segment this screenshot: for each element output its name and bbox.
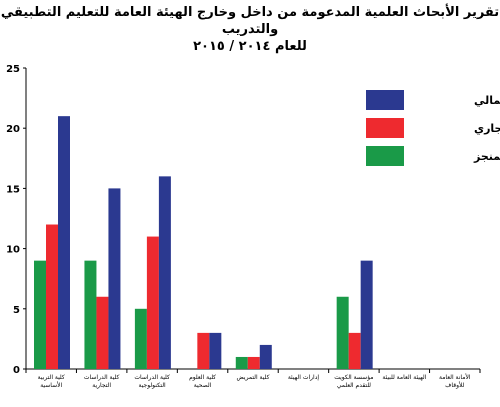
bar: [247, 356, 260, 369]
chart-title-line2: للعام ٢٠١٤ / ٢٠١٥: [193, 39, 307, 54]
x-category-label: إدارات الهيئة: [288, 374, 320, 381]
x-category-label: كلية العلوم الصحية: [189, 374, 216, 389]
y-tick-label: 25: [6, 64, 20, 75]
x-category-label-line: الأمانة العامة: [439, 373, 471, 381]
x-category-label: كلية التمريض: [237, 374, 270, 381]
bar: [58, 116, 70, 369]
x-category-label-line: التجارية: [92, 382, 111, 389]
x-category-label-line: التكنولوجية: [139, 382, 167, 389]
x-category-label: الهيئة العامة للبيئة: [382, 374, 426, 381]
bar: [96, 296, 109, 369]
x-category-label-line: الصحية: [194, 382, 212, 389]
x-category-label-line: إدارات الهيئة: [288, 374, 320, 381]
legend-swatch: [366, 118, 404, 138]
chart-title: تقرير الأبحاث العلمية المدعومة من داخل و…: [0, 4, 500, 55]
bar: [34, 260, 46, 369]
x-category-label: الأمانة العامة للأوقاف: [439, 373, 471, 389]
bar: [336, 296, 349, 369]
x-category-label-line: كلية العلوم: [189, 374, 216, 381]
bar: [146, 236, 159, 369]
x-category-label: كلية الدراسات التكنولوجية: [134, 374, 170, 389]
x-category-label-line: كلية الدراسات: [134, 374, 170, 381]
bar: [158, 176, 171, 369]
y-tick-label: 15: [6, 184, 20, 195]
x-category-label-line: الهيئة العامة للبيئة: [382, 374, 426, 381]
chart-title-line1: تقرير الأبحاث العلمية المدعومة من داخل و…: [0, 5, 500, 37]
bar: [197, 332, 210, 369]
legend-label: المنجز: [473, 150, 500, 163]
bar: [46, 224, 58, 369]
x-category-label-line: للتقدم العلمي: [337, 382, 371, 389]
y-tick-label: 10: [6, 245, 20, 256]
x-category-label-line: كلية الدراسات: [84, 374, 120, 381]
bar: [209, 332, 222, 369]
legend-label: الجاري: [474, 122, 500, 135]
bar: [259, 344, 272, 369]
x-category-label: كلية الدراسات التجارية: [84, 374, 120, 389]
x-category-label: مؤسسة الكويت للتقدم العلمي: [334, 374, 373, 389]
x-category-label-line: كلية التمريض: [237, 374, 270, 381]
bar: [348, 332, 361, 369]
x-category-label-line: الأساسية: [40, 381, 62, 389]
bar: [84, 260, 97, 369]
bar: [134, 308, 147, 369]
legend-label: الإجمالي: [474, 94, 500, 107]
x-category-label-line: للأوقاف: [445, 381, 464, 389]
bar: [235, 356, 248, 369]
legend-swatch: [366, 90, 404, 110]
x-category-label-line: كلية التربية: [38, 374, 65, 381]
x-category-label: كلية التربية الأساسية: [38, 374, 65, 389]
y-tick-label: 5: [13, 305, 20, 316]
y-tick-label: 20: [6, 124, 20, 135]
legend-swatch: [366, 146, 404, 166]
bar: [108, 188, 121, 369]
y-tick-label: 0: [13, 365, 20, 376]
x-category-label-line: مؤسسة الكويت: [334, 374, 373, 381]
bar: [360, 260, 373, 369]
